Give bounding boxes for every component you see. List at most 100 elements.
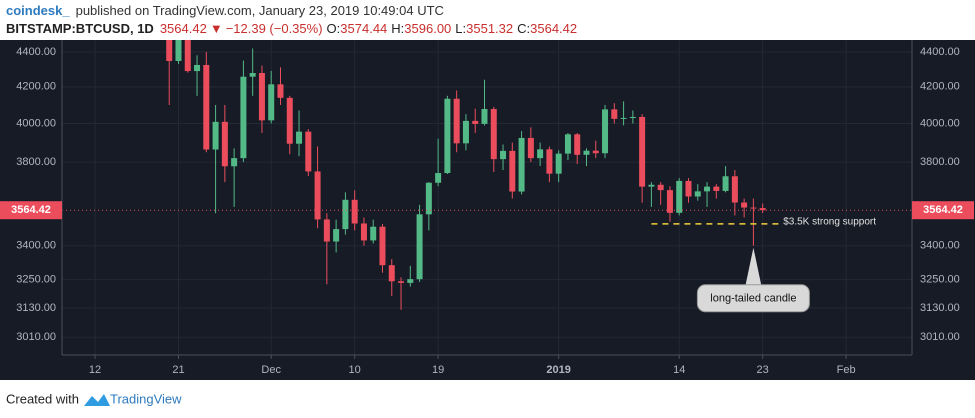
footer-created: Created with xyxy=(6,391,79,406)
candle-body xyxy=(258,73,265,121)
y2-tick-label: 3800.00 xyxy=(920,156,960,168)
y2-tick-label: 4200.00 xyxy=(920,81,960,93)
candle-body xyxy=(537,149,544,159)
candle-body xyxy=(453,98,460,144)
candle-body xyxy=(268,84,275,121)
candle-body xyxy=(490,109,497,160)
candle-body xyxy=(527,137,534,159)
candle-body xyxy=(194,64,201,72)
y2-tick-label: 4000.00 xyxy=(920,117,960,129)
candle-body xyxy=(221,121,228,167)
candle-body xyxy=(555,153,562,174)
candle-body xyxy=(639,116,646,187)
candle-body xyxy=(583,150,590,155)
candle-body xyxy=(472,120,479,124)
y2-tick-label: 3250.00 xyxy=(920,274,960,286)
candle-body xyxy=(759,208,766,211)
candle-body xyxy=(592,150,599,154)
candle-body xyxy=(741,202,748,208)
x-tick-label: 14 xyxy=(673,364,685,376)
candle-body xyxy=(722,176,729,191)
symbol: BITSTAMP:BTCUSD, 1D xyxy=(6,21,154,36)
candle-body xyxy=(351,199,358,224)
x-tick-label: Feb xyxy=(837,364,856,376)
y2-tick-label: 3010.00 xyxy=(920,331,960,343)
change: −12.39 (−0.35%) xyxy=(226,21,323,36)
candle-body xyxy=(481,109,488,124)
candle-body xyxy=(379,226,386,266)
candle-body xyxy=(704,186,711,192)
y-tick-label: 3400.00 xyxy=(16,240,56,252)
candle-body xyxy=(407,279,414,283)
candle-body xyxy=(212,121,219,150)
h: 3596.00 xyxy=(404,21,451,36)
x-tick-label: Dec xyxy=(261,364,281,376)
x-tick-label: 10 xyxy=(349,364,361,376)
price: 3564.42 xyxy=(160,21,207,36)
candle-body xyxy=(509,150,516,192)
y-tick-label: 4000.00 xyxy=(16,117,56,129)
x-tick-label: 12 xyxy=(89,364,101,376)
footer-brand: TradingView xyxy=(110,391,182,406)
candle-body xyxy=(277,84,284,98)
candle-body xyxy=(166,40,173,61)
x-tick-label: 21 xyxy=(172,364,184,376)
candle-body xyxy=(713,186,720,191)
candle-body xyxy=(620,117,627,119)
candle-body xyxy=(398,281,405,283)
y2-tick-label: 3400.00 xyxy=(920,240,960,252)
candle-body xyxy=(546,149,553,174)
candle-body xyxy=(286,97,293,144)
candle-body xyxy=(564,134,571,154)
y-tick-label: 3010.00 xyxy=(16,331,56,343)
labels: 3010.00 3010.00 3130.00 3130.00 3250.00 3250.… xyxy=(0,46,974,376)
candle-body xyxy=(360,223,367,241)
candle-body xyxy=(203,64,210,150)
candle-body xyxy=(296,131,303,144)
callout-label: long-tailed candle xyxy=(710,293,796,305)
x-tick-label: 2019 xyxy=(546,364,570,376)
ohlc-line: BITSTAMP:BTCUSD, 1D 3564.42 ▼ −12.39 (−0.35… xyxy=(6,21,577,36)
candle-body xyxy=(333,229,340,242)
candle-body xyxy=(314,171,321,220)
candle-body xyxy=(323,219,330,242)
candle-body xyxy=(416,214,423,280)
l-label: L: xyxy=(455,21,466,36)
candle-body xyxy=(462,120,469,144)
candle-body xyxy=(574,134,581,155)
y-tick-label: 3800.00 xyxy=(16,156,56,168)
candle-body xyxy=(694,191,701,197)
candle-body xyxy=(648,184,655,187)
o: 3574.44 xyxy=(340,21,387,36)
candle-body xyxy=(425,182,432,215)
h-label: H: xyxy=(391,21,404,36)
candle-body xyxy=(370,226,377,241)
candle-body xyxy=(231,158,238,167)
y-tick-label: 3130.00 xyxy=(16,302,56,314)
candle-body xyxy=(175,40,182,61)
candle-body xyxy=(500,150,507,160)
y-tick-label: 3250.00 xyxy=(16,274,56,286)
candle-body xyxy=(731,176,738,203)
y-tick-label: 4400.00 xyxy=(16,46,56,58)
y2-tick-label: 4400.00 xyxy=(920,46,960,58)
arrow: ▼ xyxy=(210,21,223,36)
y-tick-label: 4200.00 xyxy=(16,81,56,93)
candle-body xyxy=(611,109,618,119)
candle-body xyxy=(305,131,312,172)
candle-body xyxy=(249,73,256,77)
candle-body xyxy=(240,76,247,159)
candle-body xyxy=(518,137,525,192)
candle-body xyxy=(184,40,191,72)
callout-pointer xyxy=(745,247,762,286)
plot xyxy=(62,40,912,310)
callout-box xyxy=(696,284,810,313)
o-label: O: xyxy=(327,21,341,36)
site: coindesk_ xyxy=(6,3,70,18)
candle-body xyxy=(388,265,395,282)
header-line: coindesk_ published on TradingView.com, J… xyxy=(6,3,444,18)
c: 3564.42 xyxy=(530,21,577,36)
x-tick-label: 23 xyxy=(757,364,769,376)
